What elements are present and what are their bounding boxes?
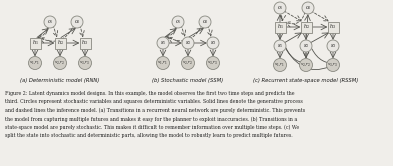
Text: $o_2$: $o_2$ (305, 4, 311, 12)
Text: and dashed lines the inference model. (a) Transitions in a recurrent neural netw: and dashed lines the inference model. (a… (5, 108, 305, 113)
Text: $s_2$: $s_2$ (303, 42, 309, 50)
Text: (c) Recurrent state-space model (RSSM): (c) Recurrent state-space model (RSSM) (253, 78, 359, 83)
Bar (55, 38, 66, 48)
Circle shape (182, 56, 195, 70)
Text: $o_1$: $o_1$ (47, 18, 53, 26)
Text: state-space model are purely stochastic. This makes it difficult to remember inf: state-space model are purely stochastic.… (5, 125, 299, 130)
Bar (327, 22, 338, 33)
Text: $s_1$: $s_1$ (277, 42, 283, 50)
Circle shape (199, 16, 211, 28)
Text: $o_2$: $o_2$ (73, 18, 80, 26)
Circle shape (156, 56, 169, 70)
Text: $s_1$: $s_1$ (160, 39, 166, 47)
Text: $x_3, r_3$: $x_3, r_3$ (79, 59, 91, 67)
Text: $o_2$: $o_2$ (202, 18, 208, 26)
Circle shape (53, 56, 66, 70)
Circle shape (327, 40, 339, 52)
Circle shape (274, 2, 286, 14)
Text: $h_2$: $h_2$ (303, 23, 309, 31)
Text: $x_2, r_2$: $x_2, r_2$ (300, 61, 312, 69)
Circle shape (44, 16, 56, 28)
Circle shape (71, 16, 83, 28)
Bar (301, 22, 312, 33)
Text: $s_3$: $s_3$ (330, 42, 336, 50)
Text: the model from capturing multiple futures and makes it easy for the planner to e: the model from capturing multiple future… (5, 117, 297, 122)
Text: third. Circles represent stochastic variables and squares deterministic variable: third. Circles represent stochastic vari… (5, 99, 303, 105)
Circle shape (300, 40, 312, 52)
Text: $s_3$: $s_3$ (210, 39, 216, 47)
Circle shape (207, 37, 219, 49)
Text: $o_1$: $o_1$ (175, 18, 181, 26)
Text: (b) Stochastic model (SSM): (b) Stochastic model (SSM) (152, 78, 224, 83)
Circle shape (182, 37, 194, 49)
Circle shape (274, 58, 286, 72)
Circle shape (206, 56, 220, 70)
Text: split the state into stochastic and deterministic parts, allowing the model to r: split the state into stochastic and dete… (5, 133, 293, 138)
Circle shape (172, 16, 184, 28)
Circle shape (302, 2, 314, 14)
Text: $s_2$: $s_2$ (185, 39, 191, 47)
Text: $x_1, r_1$: $x_1, r_1$ (29, 59, 40, 67)
Circle shape (29, 56, 42, 70)
Circle shape (299, 58, 312, 72)
Text: $x_2, r_2$: $x_2, r_2$ (54, 59, 66, 67)
Text: $x_3, r_3$: $x_3, r_3$ (208, 59, 219, 67)
Bar (29, 38, 40, 48)
Text: Figure 2: Latent dynamics model designs. In this example, the model observes the: Figure 2: Latent dynamics model designs.… (5, 91, 294, 96)
Text: $x_3, r_3$: $x_3, r_3$ (327, 61, 339, 69)
Text: $x_1, r_1$: $x_1, r_1$ (157, 59, 169, 67)
Text: $h_1$: $h_1$ (277, 23, 283, 31)
Text: $h_1$: $h_1$ (31, 39, 39, 47)
Circle shape (79, 56, 92, 70)
Text: $h_3$: $h_3$ (81, 39, 88, 47)
Text: $h_3$: $h_3$ (329, 23, 336, 31)
Bar (274, 22, 285, 33)
Circle shape (327, 58, 340, 72)
Text: $o_1$: $o_1$ (277, 4, 283, 12)
Text: $x_2, r_2$: $x_2, r_2$ (182, 59, 194, 67)
Bar (79, 38, 90, 48)
Circle shape (157, 37, 169, 49)
Text: (a) Deterministic model (RNN): (a) Deterministic model (RNN) (20, 78, 99, 83)
Circle shape (274, 40, 286, 52)
Text: $x_1, r_1$: $x_1, r_1$ (274, 61, 286, 69)
Text: $h_2$: $h_2$ (57, 39, 63, 47)
